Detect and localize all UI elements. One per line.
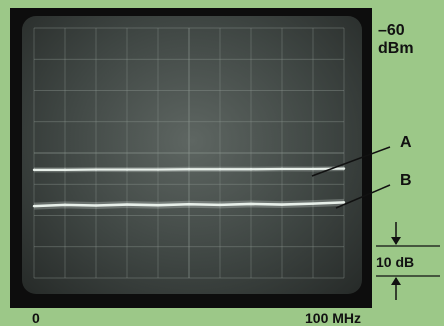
series-a-point [342,167,346,170]
series-a-point [32,168,36,172]
scale-arrow-up-head [391,277,401,285]
trace-group [32,166,346,210]
scale-arrow-down-head [391,237,401,245]
series-b-point [125,203,129,206]
series-a-point [125,168,129,171]
series-b-point [249,202,253,206]
series-a-point [311,167,315,171]
series-a-point [156,168,160,171]
series-a-point [249,168,253,171]
crt-screen [22,16,362,294]
series-a-point [94,168,98,171]
leader-line-b [335,184,391,209]
series-b-label: B [400,172,412,189]
x-axis-end-label: 100 MHz [305,310,362,326]
annotation-group [311,146,440,300]
series-b-point [342,201,346,204]
x-axis-start-label: 0 [32,310,40,326]
series-a-label: A [400,134,412,151]
series-a-point [63,168,67,172]
series-a-point [280,167,284,171]
graticule-grid [33,27,345,279]
series-b-point [32,204,36,208]
series-b-point [156,203,160,207]
series-a-point [187,168,191,171]
leader-line-a [311,146,391,177]
scale-per-division-label: 10 dB [376,254,415,270]
series-b-point [63,203,67,207]
series-b-point [94,204,98,207]
series-b-point [311,202,315,205]
series-b-point [187,203,191,206]
series-a-point [218,168,222,171]
series-b-point [280,203,284,206]
series-b-point [218,203,222,207]
reference-level-label: –60 dBm [378,22,414,57]
